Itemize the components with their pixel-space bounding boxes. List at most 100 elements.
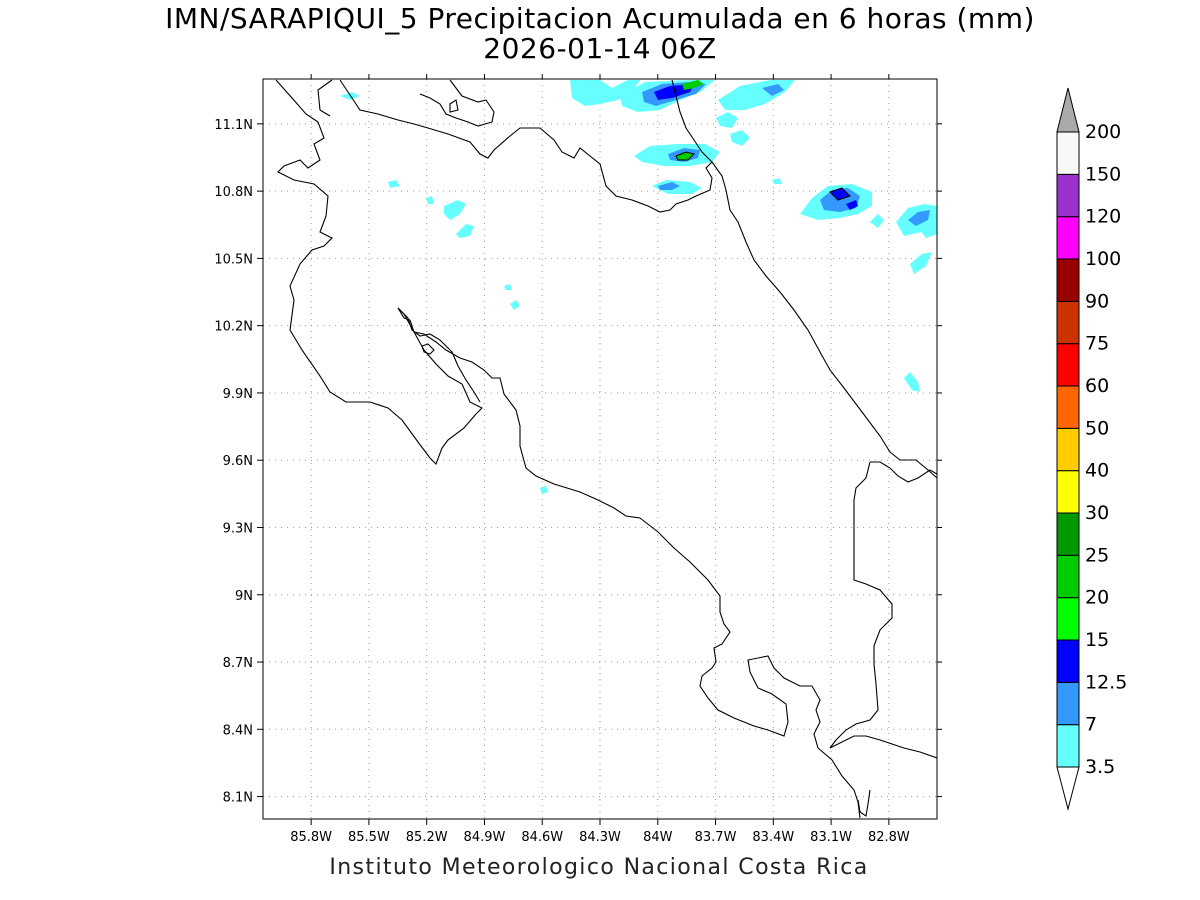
colorbar-swatch	[1056, 385, 1080, 429]
peninsula-tip	[857, 789, 871, 817]
precip-area-cyan	[716, 112, 738, 128]
precip-area-cyan	[570, 80, 640, 106]
gulf-nicoya	[397, 307, 481, 403]
colorbar-arrow-low	[1056, 766, 1080, 811]
lat-tick-label: 8.1N	[223, 791, 253, 806]
map-title: IMN/SARAPIQUI_5 Precipitacion Acumulada …	[165, 2, 1035, 35]
nicaragua-border-north	[339, 79, 937, 479]
colorbar-label: 25	[1085, 544, 1109, 566]
latitude-labels: 8.1N 8.4N 8.7N 9N 9.3N 9.6N 9.9N 10.2N 10.5N 10.8…	[214, 118, 253, 806]
map-grid	[257, 74, 942, 825]
lat-tick-label: 9N	[235, 589, 253, 604]
precip-area-cyan	[904, 372, 920, 392]
precip-area-cyan	[772, 178, 782, 184]
island	[421, 343, 435, 355]
precip-area-cyan	[504, 284, 512, 290]
lat-tick-label: 10.2N	[214, 320, 253, 335]
colorbar-swatch	[1056, 427, 1080, 472]
colorbar-swatch	[1056, 216, 1080, 260]
precipitation-field	[340, 80, 937, 494]
colorbar-label: 20	[1085, 587, 1109, 609]
coastlines-borders	[275, 79, 937, 819]
lon-tick-label: 84.6W	[521, 830, 563, 845]
colorbar-swatch	[1056, 724, 1080, 768]
costarica-panama-border	[870, 461, 937, 483]
colorbar-label: 60	[1085, 375, 1109, 397]
precip-area-cyan	[444, 200, 466, 220]
colorbar-label: 7	[1085, 714, 1097, 736]
precip-area-cyan	[870, 214, 884, 228]
colorbar-arrow-high	[1056, 87, 1080, 133]
precip-contour	[675, 151, 695, 161]
map-subtitle-date: 2026-01-14 06Z	[483, 32, 717, 65]
lat-tick-label: 8.7N	[223, 656, 253, 671]
precip-area-blue	[762, 84, 784, 96]
colorbar-swatch	[1056, 681, 1080, 726]
island	[449, 99, 459, 113]
lon-tick-label: 85.5W	[348, 830, 390, 845]
precip-area-cyan	[456, 224, 474, 238]
colorbar-label: 50	[1085, 417, 1109, 439]
map-frame	[262, 78, 938, 820]
burica-peninsula	[829, 735, 937, 759]
lat-tick-label: 11.1N	[214, 118, 253, 133]
lat-tick-label: 8.4N	[223, 723, 253, 738]
precip-area-cyan	[718, 80, 795, 110]
colorbar-legend: 3.5 7 12.5 15 20 25 30 40 50 60 75 90 100 120 150 200	[1056, 87, 1127, 811]
credit-text: Instituto Meteorologico Nacional Costa R…	[329, 855, 869, 880]
colorbar-swatch	[1056, 258, 1080, 302]
lon-tick-label: 84.3W	[579, 830, 621, 845]
colorbar-label: 75	[1085, 333, 1109, 355]
colorbar-swatch	[1056, 300, 1080, 345]
lon-tick-label: 83.1W	[810, 830, 852, 845]
panama-border	[829, 461, 893, 749]
precip-area-blue	[908, 210, 930, 226]
colorbar-swatch	[1056, 173, 1080, 218]
colorbar-label: 100	[1085, 248, 1121, 270]
precip-area-blue	[658, 182, 680, 190]
precip-area-cyan	[540, 486, 548, 494]
precip-area-cyan	[340, 92, 360, 100]
precip-contour	[829, 187, 851, 201]
lake-nicaragua-shore	[275, 79, 861, 819]
lon-tick-label: 84W	[643, 830, 673, 845]
precip-area-cyan	[426, 196, 434, 204]
lon-tick-label: 82.8W	[868, 830, 910, 845]
colorbar-label: 30	[1085, 502, 1109, 524]
lat-tick-label: 9.6N	[223, 454, 253, 469]
caribbean-coast	[317, 79, 333, 117]
lon-tick-label: 85.8W	[290, 830, 332, 845]
precip-area-cyan	[388, 180, 400, 188]
colorbar-swatch	[1056, 554, 1080, 599]
nicaragua-coast-top	[419, 79, 495, 127]
colorbar-label: 15	[1085, 629, 1109, 651]
precip-area-cyan	[910, 252, 932, 274]
colorbar-swatch	[1056, 512, 1080, 556]
colorbar-label: 150	[1085, 163, 1121, 185]
precip-area-cyan	[920, 220, 937, 238]
lat-tick-label: 9.9N	[223, 387, 253, 402]
longitude-labels: 85.8W 85.5W 85.2W 84.9W 84.6W 84.3W 84W 83.7W 83…	[290, 830, 910, 845]
lat-tick-label: 10.8N	[214, 185, 253, 200]
san-juan-river-border	[671, 79, 713, 163]
colorbar-swatch	[1056, 597, 1080, 641]
precip-area-cyan	[510, 300, 520, 310]
colorbar-label: 3.5	[1085, 756, 1115, 778]
colorbar-label: 90	[1085, 290, 1109, 312]
colorbar-swatch	[1056, 131, 1080, 175]
precip-area-cyan	[730, 130, 750, 146]
colorbar-label: 40	[1085, 460, 1109, 482]
colorbar-label: 12.5	[1085, 671, 1127, 693]
colorbar-label: 120	[1085, 206, 1121, 228]
colorbar-swatch	[1056, 470, 1080, 514]
lon-tick-label: 83.4W	[752, 830, 794, 845]
lat-tick-label: 10.5N	[214, 252, 253, 267]
precip-area-green	[682, 80, 704, 90]
colorbar-swatch	[1056, 639, 1080, 683]
precip-area-darkblue	[846, 200, 858, 210]
colorbar-swatch	[1056, 343, 1080, 387]
lat-tick-label: 9.3N	[223, 521, 253, 536]
lon-tick-label: 85.2W	[406, 830, 448, 845]
lon-tick-label: 83.7W	[695, 830, 737, 845]
